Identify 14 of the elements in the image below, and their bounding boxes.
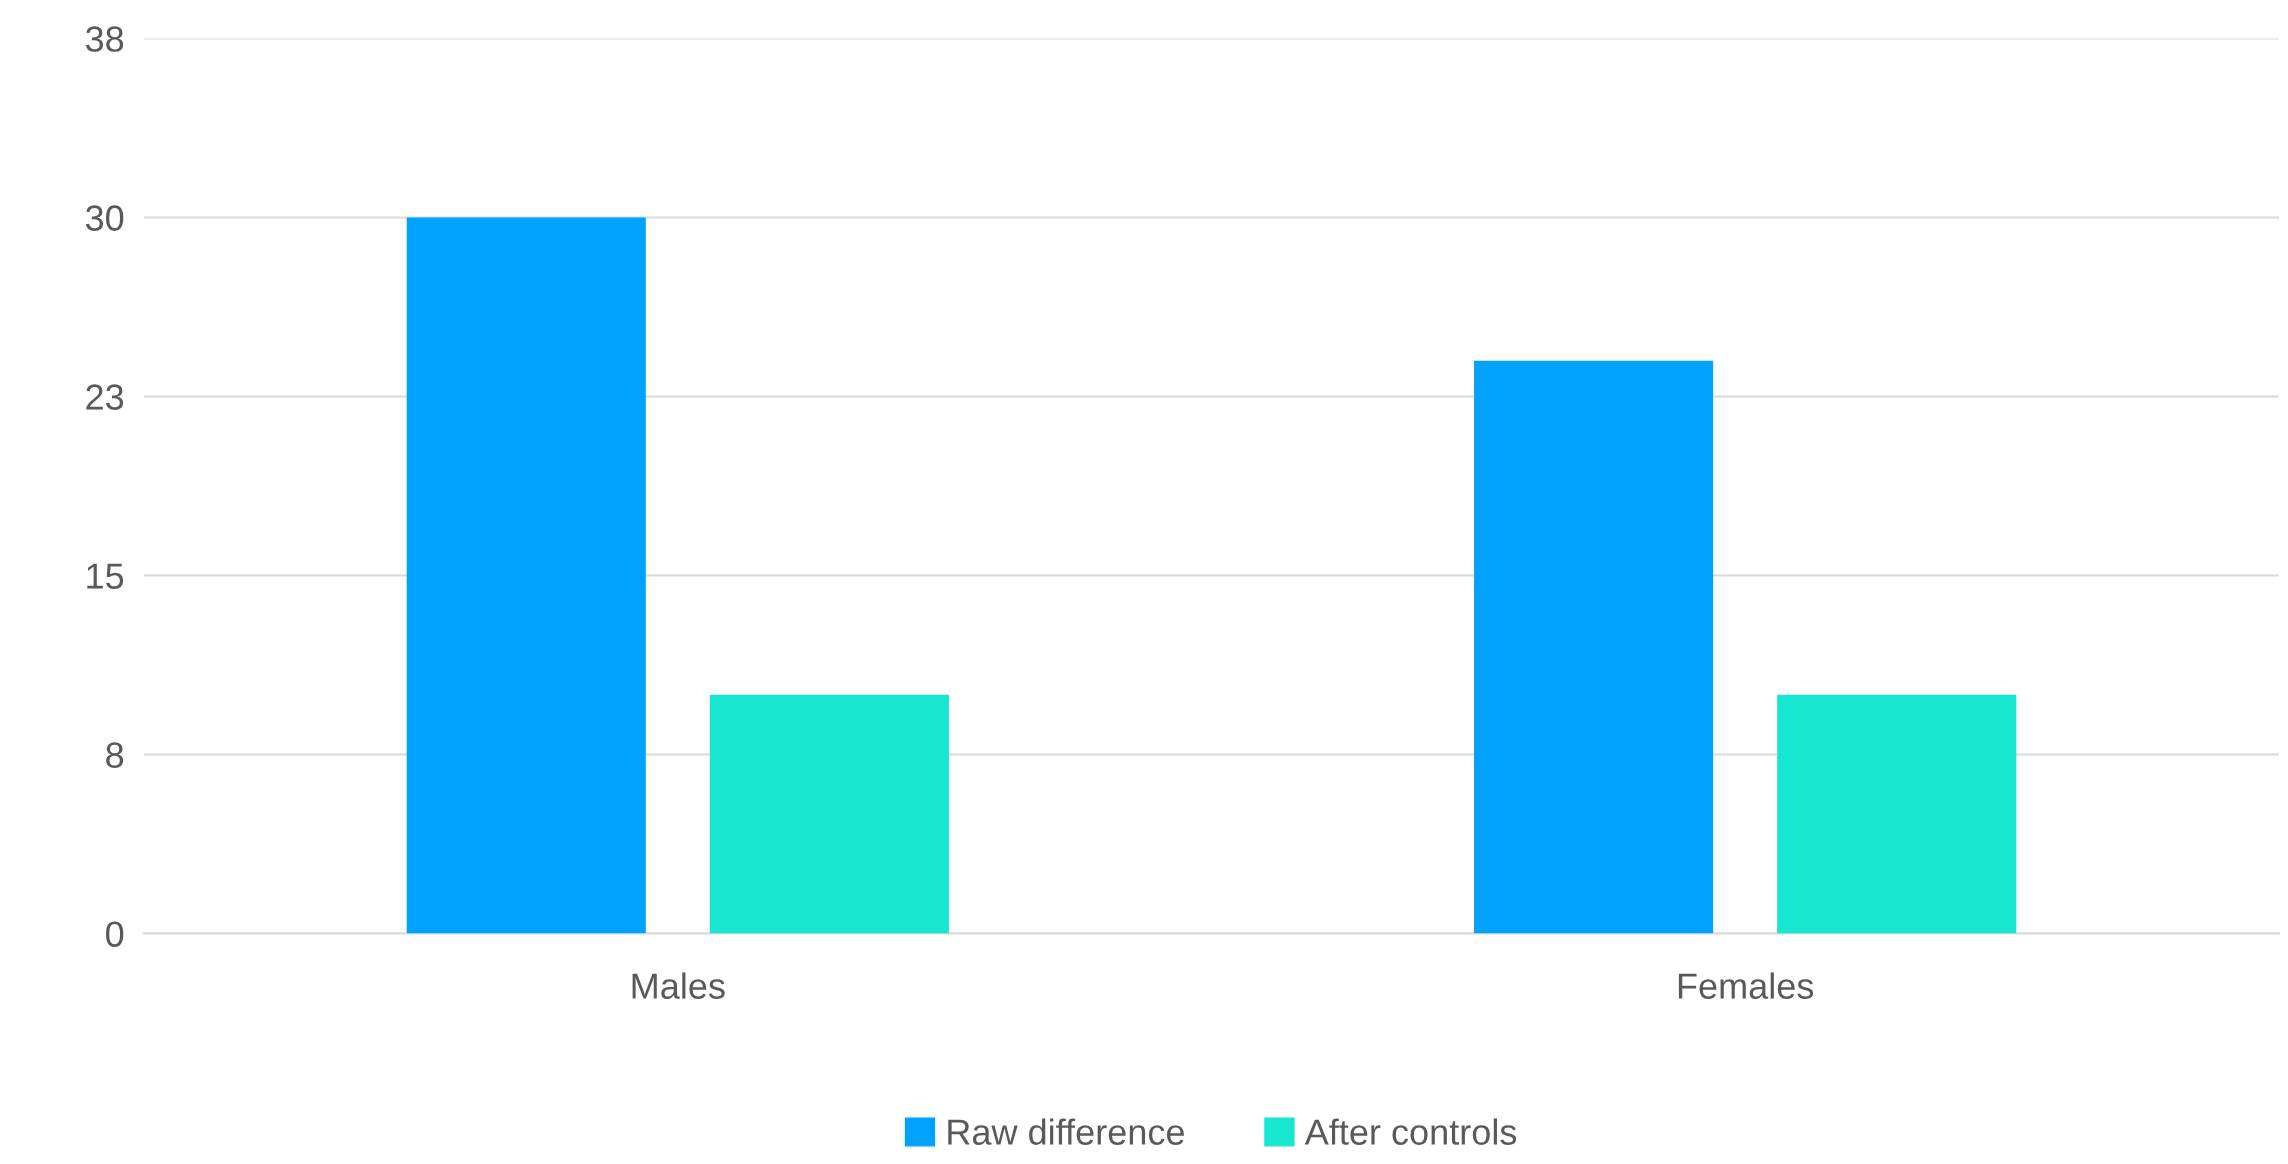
bar [709,694,949,934]
y-tick-label: 30 [85,205,124,231]
bar [1474,360,1714,934]
bar [406,217,646,934]
legend-label: After controls [1304,1118,1517,1145]
y-tick-label: 15 [87,563,124,589]
y-tick-label: 0 [106,921,124,947]
x-tick-label: Females [1678,972,1814,999]
y-tick-label: 8 [106,742,124,768]
y-tick-label: 38 [85,26,124,52]
x-tick-label: Males [632,972,725,999]
y-tick-label: 23 [86,384,124,410]
legend-label: Raw difference [948,1118,1184,1145]
bar [1777,694,2017,934]
